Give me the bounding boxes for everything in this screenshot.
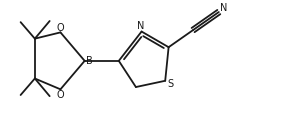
Text: N: N <box>220 3 228 13</box>
Text: O: O <box>57 23 64 33</box>
Text: O: O <box>57 90 64 100</box>
Text: N: N <box>137 21 145 31</box>
Text: B: B <box>86 56 93 66</box>
Text: S: S <box>167 79 173 89</box>
